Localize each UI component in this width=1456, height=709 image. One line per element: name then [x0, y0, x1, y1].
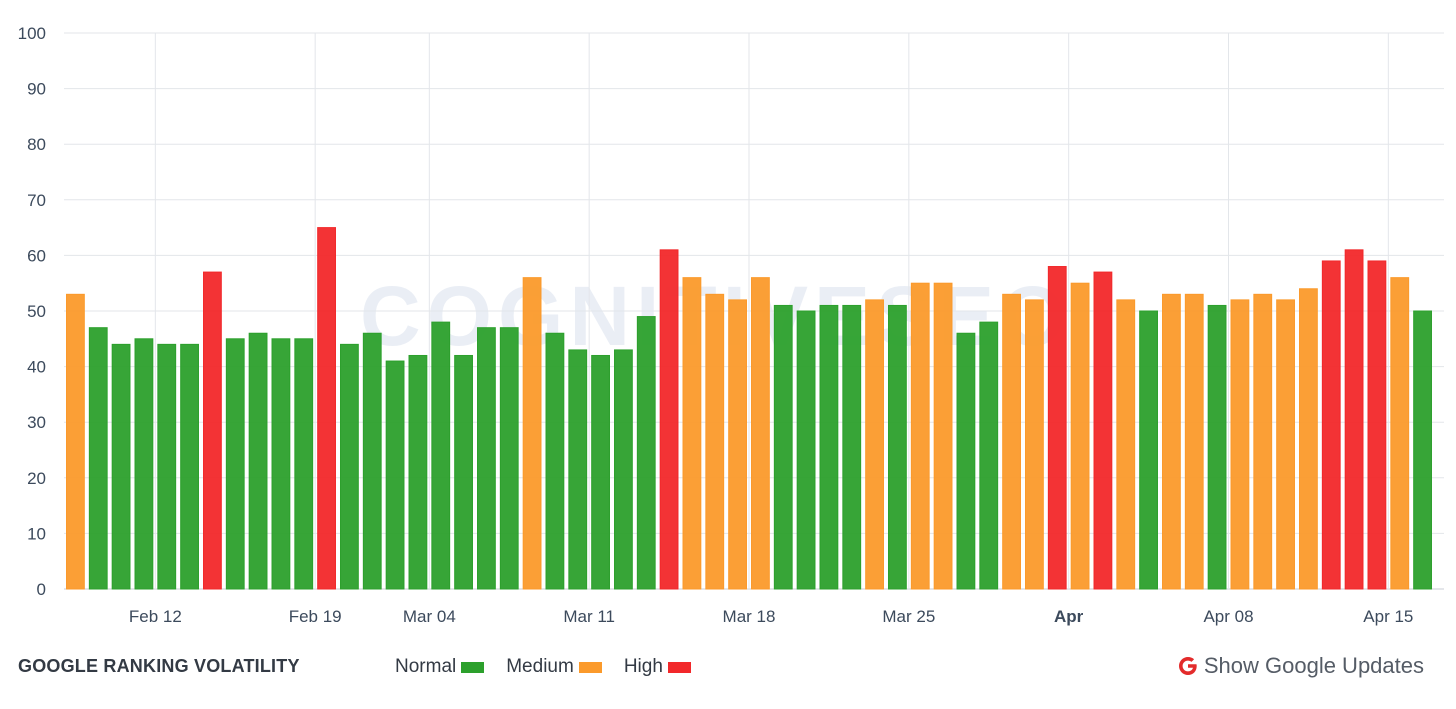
- bar-17-normal: [454, 354, 473, 590]
- bar-50-normal: [1207, 304, 1227, 590]
- y-tick-label-80: 80: [27, 135, 46, 154]
- chart-title: GOOGLE RANKING VOLATILITY: [18, 656, 300, 676]
- bar-20-medium: [522, 277, 542, 590]
- bar-46-medium: [1116, 299, 1136, 590]
- x-tick-label-1: Feb 19: [289, 607, 342, 626]
- bar-33-normal: [819, 304, 839, 590]
- bars-group: [66, 227, 1432, 590]
- bar-3-normal: [134, 338, 154, 590]
- bar-59-normal: [1413, 310, 1432, 590]
- bar-47-normal: [1139, 310, 1158, 590]
- bar-13-normal: [362, 332, 382, 590]
- bar-39-normal: [956, 332, 976, 590]
- y-tick-label-40: 40: [27, 358, 46, 377]
- bar-40-normal: [979, 321, 999, 590]
- x-tick-label-4: Mar 18: [723, 607, 776, 626]
- bar-55-high: [1321, 260, 1341, 590]
- show-google-updates-label: Show Google Updates: [1203, 653, 1424, 678]
- legend-item-high[interactable]: High: [624, 656, 691, 678]
- y-tick-label-0: 0: [37, 580, 46, 599]
- bar-43-high: [1047, 266, 1067, 590]
- legend-item-medium[interactable]: Medium: [506, 656, 602, 678]
- bar-1-normal: [88, 327, 108, 590]
- legend-item-normal[interactable]: Normal: [395, 656, 485, 678]
- legend: Normal Medium High: [395, 656, 713, 678]
- legend-swatch-medium: [578, 661, 602, 673]
- legend-label-normal: Normal: [395, 656, 457, 677]
- bar-24-normal: [614, 349, 633, 590]
- bar-7-normal: [225, 338, 245, 590]
- y-tick-label-10: 10: [27, 524, 46, 543]
- bar-14-normal: [385, 360, 405, 590]
- bar-52-medium: [1253, 293, 1273, 590]
- bar-56-high: [1344, 249, 1364, 590]
- bar-5-normal: [180, 343, 199, 590]
- bar-6-high: [203, 271, 222, 590]
- grid-lines: [64, 32, 1444, 590]
- bar-42-medium: [1025, 299, 1044, 590]
- bar-45-high: [1093, 271, 1113, 590]
- bar-57-high: [1367, 260, 1387, 590]
- google-g-icon: [1178, 657, 1197, 675]
- bar-8-normal: [248, 332, 268, 590]
- bar-53-medium: [1276, 299, 1295, 590]
- bar-51-medium: [1230, 299, 1250, 590]
- bar-22-normal: [568, 349, 588, 590]
- bar-48-medium: [1162, 293, 1181, 590]
- x-tick-label-2: Mar 04: [403, 607, 456, 626]
- x-tick-label-0: Feb 12: [129, 607, 182, 626]
- bar-10-normal: [294, 338, 314, 590]
- bar-49-medium: [1184, 293, 1204, 590]
- x-tick-label-8: Apr 15: [1363, 607, 1413, 626]
- bar-9-normal: [271, 338, 291, 590]
- bar-54-medium: [1299, 288, 1318, 590]
- legend-label-high: High: [623, 656, 663, 677]
- bar-31-normal: [773, 304, 793, 590]
- x-tick-label-6: Apr: [1054, 607, 1084, 626]
- bar-25-normal: [636, 316, 656, 590]
- bar-0-medium: [66, 293, 85, 590]
- bar-32-normal: [796, 310, 816, 590]
- y-tick-label-70: 70: [27, 191, 46, 210]
- show-google-updates-button[interactable]: Show Google Updates: [1177, 653, 1424, 679]
- axes-group: 0 10 20 30 40 50 60 70 80 90 100 Feb 12 Feb 19 Mar 04…: [18, 24, 1414, 626]
- bar-15-normal: [408, 354, 428, 590]
- bar-11-high: [317, 227, 336, 590]
- x-tick-label-7: Apr 08: [1203, 607, 1253, 626]
- x-tick-label-5: Mar 25: [882, 607, 935, 626]
- legend-swatch-normal: [461, 661, 485, 673]
- y-tick-label-20: 20: [27, 469, 46, 488]
- bar-41-medium: [1002, 293, 1021, 590]
- legend-label-medium: Medium: [506, 656, 574, 677]
- bar-21-normal: [545, 332, 565, 590]
- bar-23-normal: [591, 354, 610, 590]
- bar-36-normal: [888, 304, 907, 590]
- bar-44-medium: [1070, 282, 1090, 590]
- bar-4-normal: [157, 343, 177, 590]
- bar-29-medium: [728, 299, 747, 590]
- bar-26-high: [659, 249, 679, 590]
- bar-58-medium: [1390, 277, 1410, 590]
- bar-12-normal: [340, 343, 359, 590]
- bar-27-medium: [682, 277, 702, 590]
- bar-28-medium: [705, 293, 725, 590]
- bar-34-normal: [842, 304, 862, 590]
- bar-16-normal: [431, 321, 451, 590]
- bar-30-medium: [751, 277, 770, 590]
- bar-38-medium: [933, 282, 953, 590]
- y-tick-label-100: 100: [18, 24, 46, 43]
- y-tick-label-60: 60: [27, 246, 46, 265]
- y-tick-label-50: 50: [27, 302, 46, 321]
- bar-35-medium: [865, 299, 884, 590]
- y-tick-label-90: 90: [27, 80, 46, 99]
- y-tick-label-30: 30: [27, 413, 46, 432]
- x-tick-label-3: Mar 11: [563, 607, 615, 626]
- bar-19-normal: [499, 327, 519, 590]
- legend-swatch-high: [667, 661, 691, 673]
- bar-2-normal: [111, 343, 131, 590]
- bar-18-normal: [477, 327, 496, 590]
- bar-37-medium: [910, 282, 930, 590]
